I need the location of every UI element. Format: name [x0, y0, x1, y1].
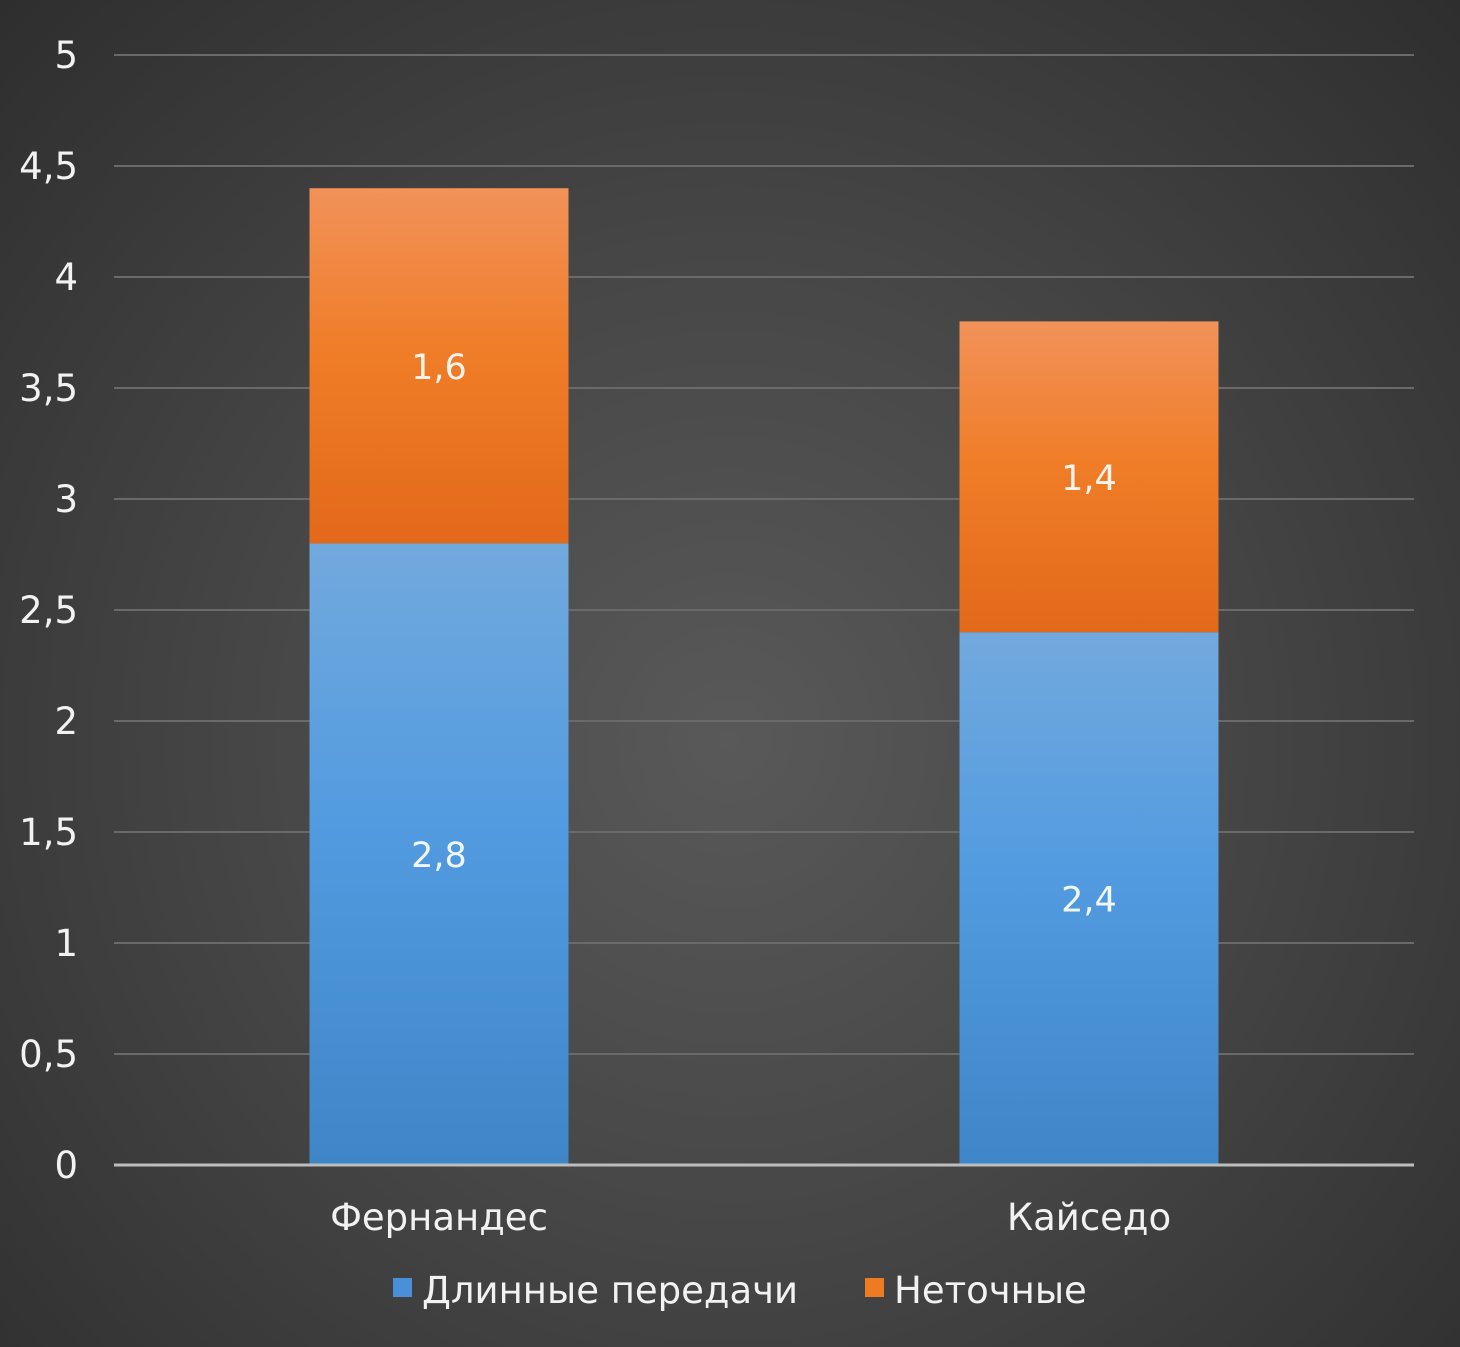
x-axis-category-labels: Фернандес Кайседо [330, 1196, 1171, 1239]
y-tick-label: 4,5 [19, 145, 78, 188]
y-axis-tick-labels: 0 0,5 1 1,5 2 2,5 3 3,5 4 4,5 5 [19, 34, 78, 1187]
y-tick-label: 4 [54, 256, 78, 299]
y-tick-label: 1,5 [19, 811, 78, 854]
y-tick-label: 5 [54, 34, 78, 77]
y-tick-label: 2,5 [19, 589, 78, 632]
bar-segment [959, 632, 1219, 1165]
y-tick-label: 0,5 [19, 1033, 78, 1076]
legend-label: Неточные [894, 1269, 1087, 1312]
y-tick-label: 1 [54, 922, 78, 965]
bar-segment [309, 543, 569, 1165]
y-tick-label: 3 [54, 478, 78, 521]
legend-swatch [865, 1278, 884, 1297]
bars: 2,8 1,6 2,4 1,4 [309, 188, 1219, 1165]
x-category-label: Фернандес [330, 1196, 548, 1239]
y-tick-label: 3,5 [19, 367, 78, 410]
data-label: 2,4 [1061, 881, 1117, 921]
data-label: 1,4 [1061, 459, 1117, 499]
legend: Длинные передачи Неточные [393, 1269, 1087, 1312]
data-label: 2,8 [411, 836, 467, 876]
x-category-label: Кайседо [1007, 1196, 1171, 1239]
bar-segment [959, 321, 1219, 633]
bar-segment [309, 188, 569, 544]
y-tick-label: 0 [54, 1144, 78, 1187]
gridlines [114, 54, 1414, 1055]
y-tick-label: 2 [54, 700, 78, 743]
legend-swatch [393, 1278, 412, 1297]
data-label: 1,6 [411, 348, 467, 388]
legend-label: Длинные передачи [422, 1269, 798, 1312]
